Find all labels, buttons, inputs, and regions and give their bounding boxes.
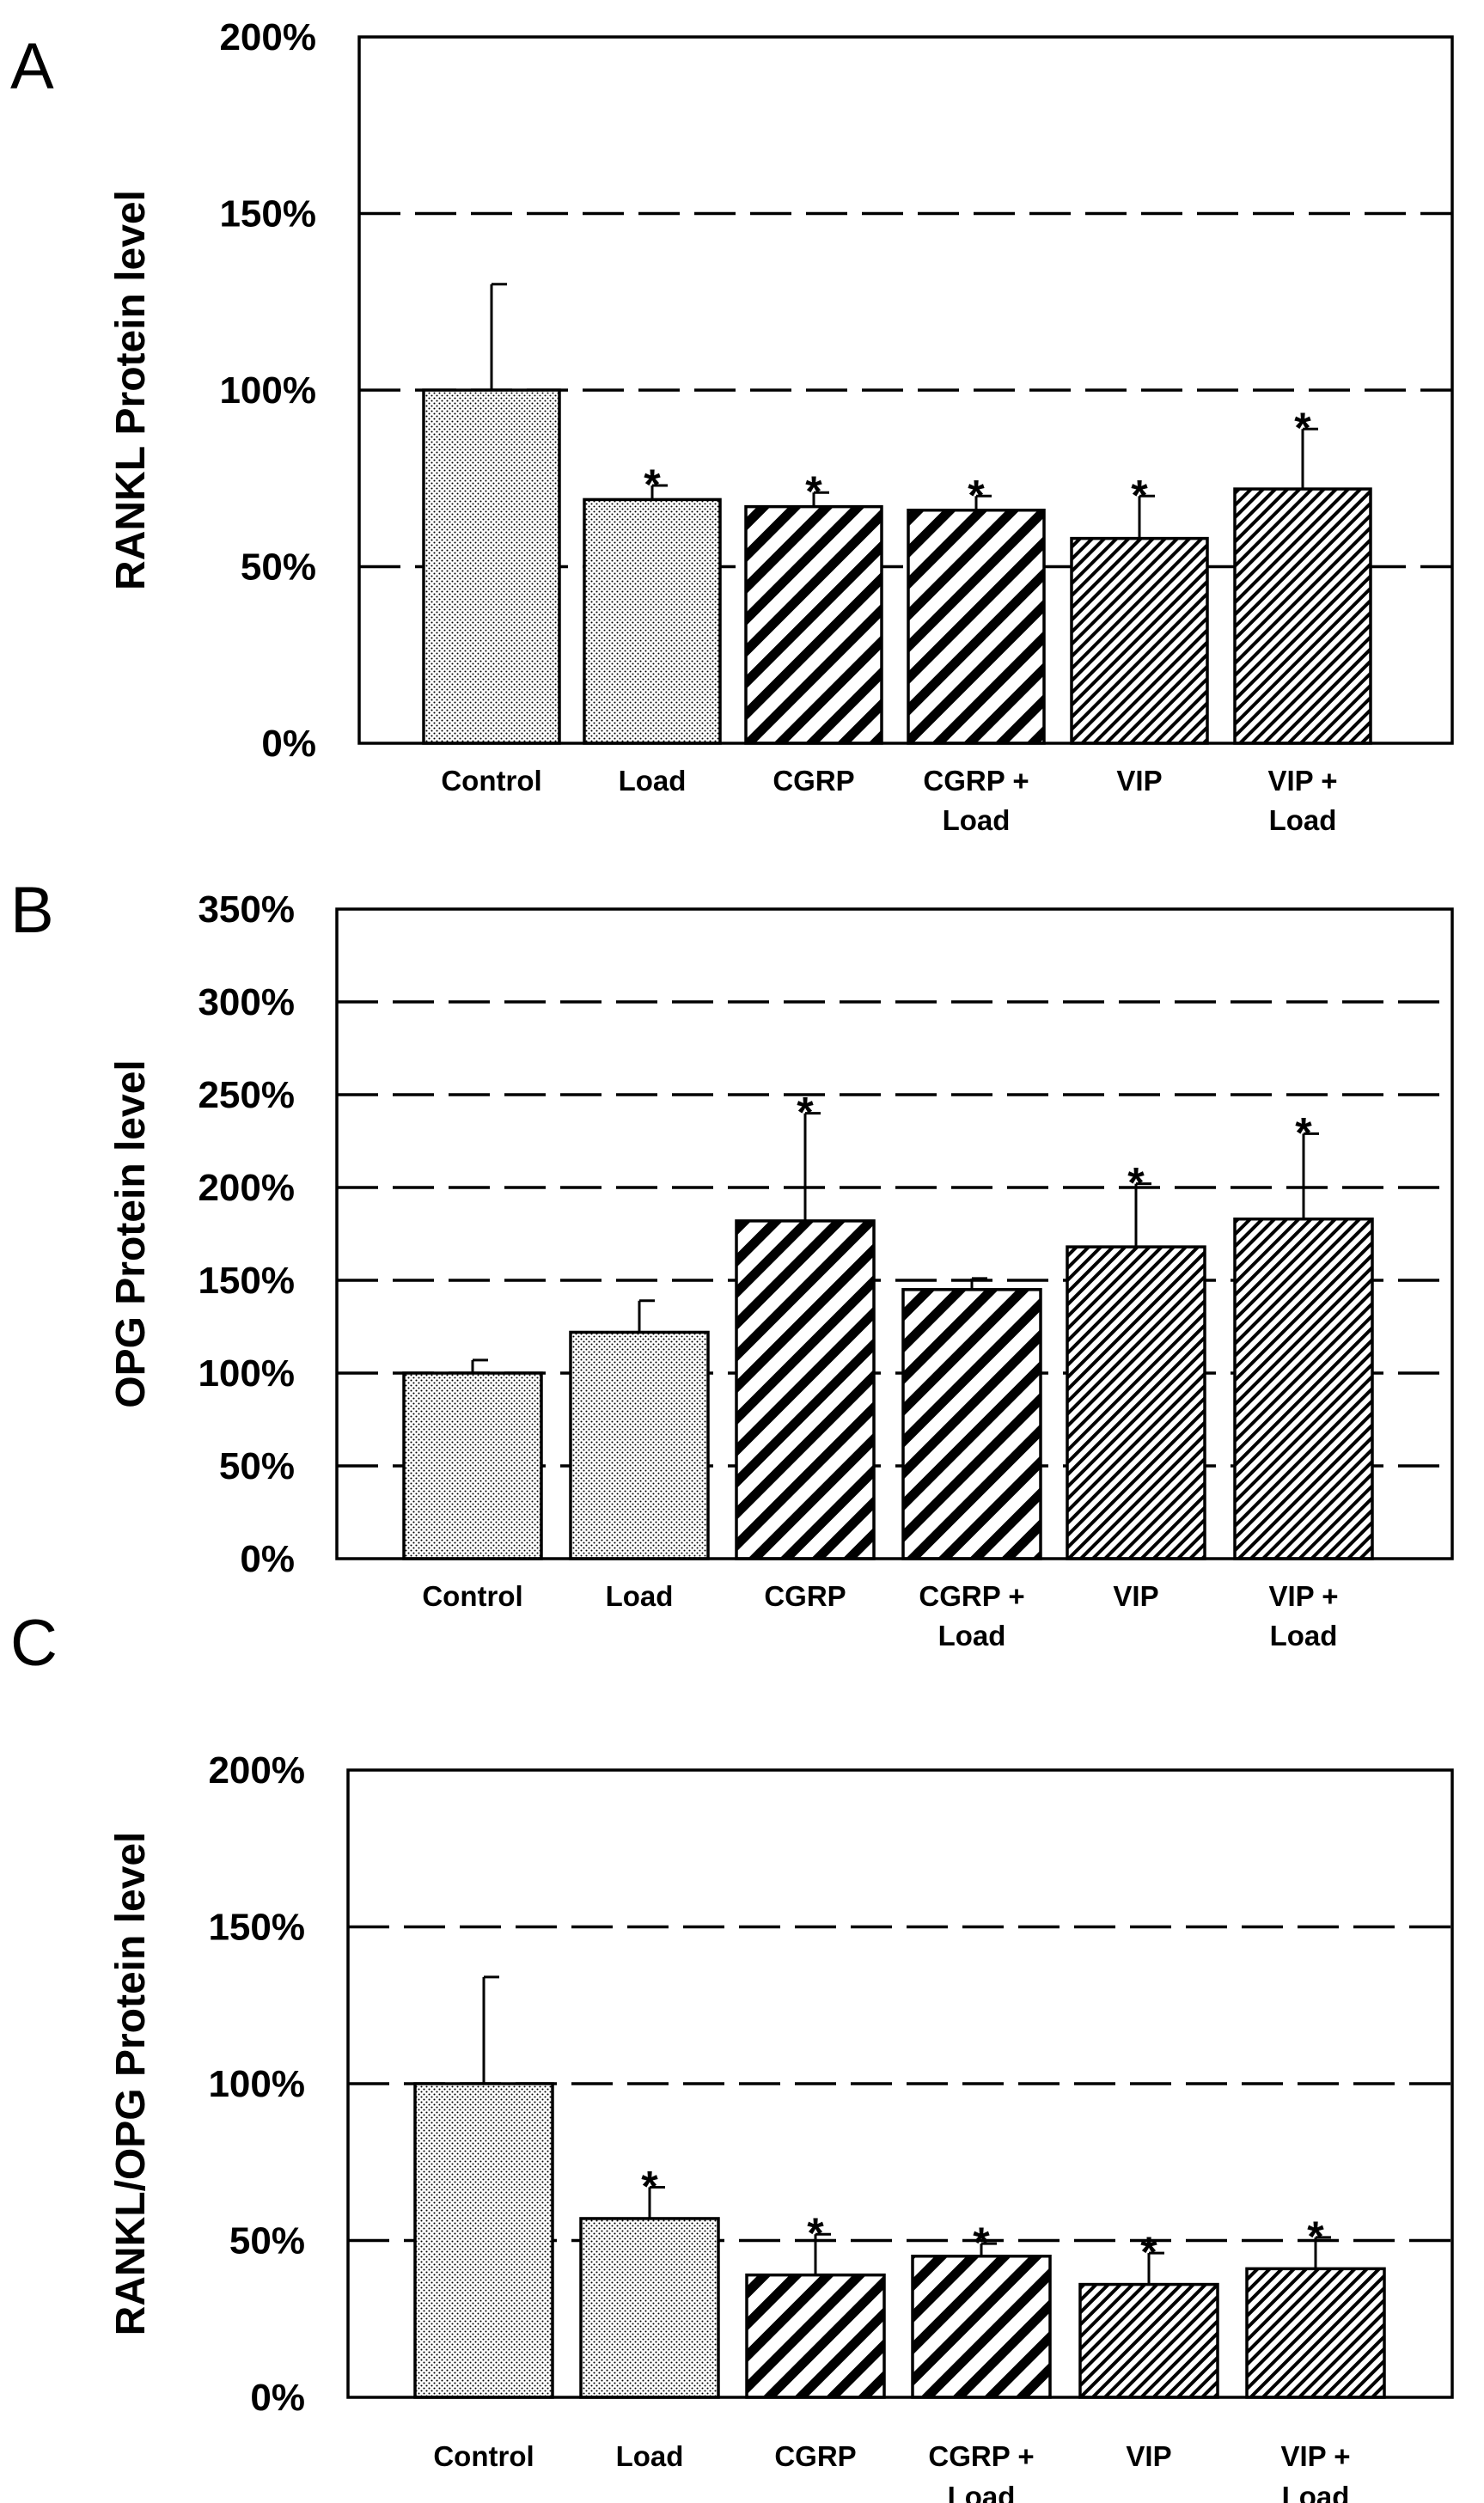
chart-panel-b: 0% 50% 100% 150% 200% 250% 300% 350% OPG Protein…: [108, 888, 1454, 1651]
y-tick-label: 0%: [250, 2377, 305, 2419]
significance-marker: *: [1295, 1108, 1312, 1157]
significance-marker: *: [973, 2219, 990, 2267]
y-tick-label: 100%: [208, 2063, 305, 2105]
y-tick-label: 100%: [198, 1352, 295, 1395]
significance-marker: *: [1307, 2213, 1324, 2261]
plot-frame: [335, 907, 1454, 1560]
x-tick-label: VIP +: [1268, 1580, 1338, 1612]
x-tick-label: VIP: [1113, 1580, 1158, 1612]
significance-marker: *: [797, 1089, 814, 1137]
x-tick-label: CGRP: [774, 2440, 856, 2472]
bar: [569, 1330, 710, 1560]
y-tick-label: 350%: [198, 888, 295, 931]
bar: [402, 1371, 543, 1560]
significance-marker: *: [807, 2209, 824, 2257]
bar: [1070, 536, 1209, 745]
bar: [1078, 2282, 1219, 2399]
y-axis-label: RANKL Protein level: [108, 190, 154, 590]
x-tick-label: CGRP +: [923, 765, 1029, 797]
x-tick-label: Load: [1269, 804, 1337, 836]
y-axis-label: RANKL/OPG Protein level: [108, 1832, 154, 2336]
panel-letter-b: B: [10, 874, 54, 947]
y-tick-label: 150%: [219, 193, 316, 235]
bar: [1233, 1217, 1374, 1560]
bar: [735, 1219, 876, 1560]
significance-marker: *: [1140, 2228, 1157, 2276]
x-tick-label: VIP: [1116, 765, 1162, 797]
bar: [1066, 1245, 1206, 1560]
y-tick-label: 200%: [219, 16, 316, 58]
bar: [745, 2273, 886, 2399]
x-tick-label: Load: [616, 2440, 684, 2472]
y-tick-label: 200%: [198, 1167, 295, 1209]
x-tick-label: VIP +: [1267, 765, 1337, 797]
x-tick-label: Load: [938, 1620, 1006, 1651]
chart-panel-c: 0% 50% 100% 150% 200% RANKL/OPG Protein level…: [108, 1749, 1454, 2503]
significance-marker: *: [968, 471, 985, 519]
bar: [907, 508, 1046, 745]
significance-marker: *: [641, 2162, 658, 2210]
y-tick-label: 150%: [198, 1260, 295, 1302]
y-tick-label: 50%: [219, 1445, 295, 1487]
y-tick-label: 150%: [208, 1907, 305, 1949]
panel-letter-a: A: [10, 30, 54, 103]
bar: [583, 498, 722, 745]
y-tick-label: 200%: [208, 1749, 305, 1792]
y-tick-label: 0%: [261, 723, 316, 765]
x-tick-label: VIP +: [1280, 2440, 1350, 2472]
x-tick-label: Load: [1282, 2481, 1350, 2503]
bar: [422, 388, 561, 745]
x-tick-label: Control: [441, 765, 541, 797]
panel-letter-c: C: [10, 1607, 58, 1680]
y-tick-label: 50%: [241, 546, 316, 589]
bar: [1245, 2267, 1386, 2399]
significance-marker: *: [644, 461, 661, 509]
x-tick-label: CGRP +: [928, 2440, 1034, 2472]
y-axis-label: OPG Protein level: [108, 1059, 154, 1407]
y-tick-label: 0%: [240, 1538, 295, 1580]
x-tick-label: Load: [606, 1580, 674, 1612]
significance-marker: *: [1127, 1159, 1145, 1207]
x-tick-label: Control: [433, 2440, 534, 2472]
y-tick-label: 300%: [198, 981, 295, 1023]
x-tick-label: Load: [948, 2481, 1016, 2503]
significance-marker: *: [1294, 404, 1311, 452]
x-tick-label: CGRP: [773, 765, 854, 797]
y-tick-label: 50%: [229, 2220, 305, 2262]
bar: [579, 2217, 720, 2399]
bar: [1233, 487, 1372, 745]
significance-marker: *: [805, 467, 822, 516]
bar: [413, 2082, 554, 2399]
y-tick-label: 100%: [219, 369, 316, 412]
significance-marker: *: [1131, 471, 1148, 519]
x-tick-label: Control: [422, 1580, 522, 1612]
y-tick-label: 250%: [198, 1074, 295, 1116]
x-tick-label: VIP: [1126, 2440, 1171, 2472]
x-tick-label: Load: [943, 804, 1011, 836]
plot-frame: [346, 1768, 1454, 2399]
x-tick-label: Load: [1270, 1620, 1338, 1651]
bar: [911, 2255, 1052, 2399]
x-tick-label: CGRP +: [919, 1580, 1024, 1612]
x-tick-label: Load: [619, 765, 687, 797]
x-tick-label: CGRP: [764, 1580, 846, 1612]
bar: [744, 504, 883, 745]
plot-frame: [357, 35, 1454, 745]
chart-panel-a: 0% 50% 100% 150% 200% RANKL Protein level Cont…: [108, 16, 1454, 836]
bar: [901, 1288, 1042, 1560]
